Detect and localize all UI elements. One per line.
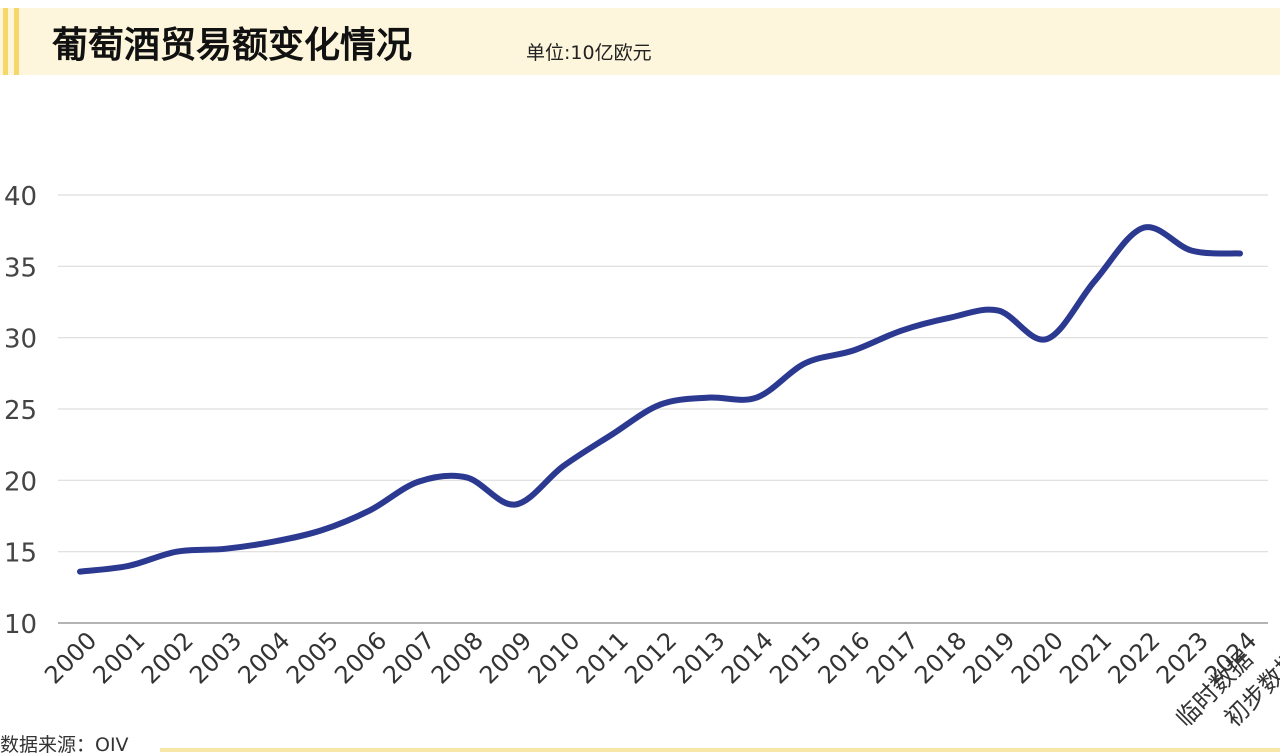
header-band — [0, 8, 1280, 75]
x-tick-label: 2000 — [39, 626, 102, 689]
x-tick-label: 2020 — [1006, 626, 1069, 689]
x-tick-label: 2010 — [523, 626, 586, 689]
y-tick-label: 35 — [4, 253, 37, 283]
x-tick-label: 2018 — [909, 626, 972, 689]
line — [77, 224, 1243, 575]
x-tick-label: 2011 — [571, 626, 634, 689]
x-tick-label: 2008 — [426, 626, 489, 689]
x-tick-label: 2001 — [88, 626, 151, 689]
x-tick-label: 2017 — [861, 626, 924, 689]
header-stripe — [14, 8, 19, 75]
footer-line — [160, 748, 1280, 752]
y-tick-label: 25 — [4, 396, 37, 426]
header-stripe — [3, 8, 8, 75]
x-tick-label: 2002 — [136, 626, 199, 689]
x-tick-label: 2013 — [668, 626, 731, 689]
x-tick-label: 2015 — [764, 626, 827, 689]
x-tick-label: 2014 — [716, 626, 779, 689]
x-tick-label: 2009 — [474, 626, 537, 689]
x-tick-label: 2022 — [1103, 626, 1166, 689]
x-tick-label: 2016 — [813, 626, 876, 689]
y-tick-label: 15 — [4, 539, 37, 569]
x-tick-label: 2007 — [378, 626, 441, 689]
y-tick-label: 40 — [4, 182, 37, 212]
source: 数据来源：OIV — [0, 734, 129, 756]
x-tick-label: 2019 — [958, 626, 1021, 689]
x-tick-label: 2012 — [619, 626, 682, 689]
chart-title: 葡萄酒贸易额变化情况 — [52, 24, 412, 66]
y-tick-label: 20 — [4, 467, 37, 497]
y-tick-label: 30 — [4, 325, 37, 355]
y-tick-label: 10 — [4, 610, 37, 640]
x-tick-label: 2005 — [281, 626, 344, 689]
x-tick-label: 2006 — [329, 626, 392, 689]
chart-subtitle: 单位:10亿欧元 — [526, 42, 652, 64]
x-tick-label: 2021 — [1054, 626, 1117, 689]
x-tick-label: 2004 — [233, 626, 296, 689]
x-tick-label: 2003 — [184, 626, 247, 689]
